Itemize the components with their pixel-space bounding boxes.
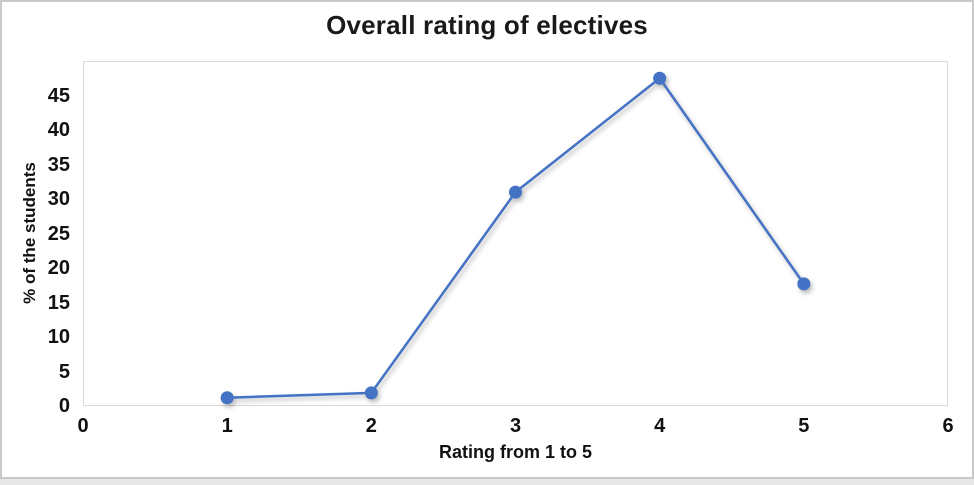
data-point	[653, 71, 667, 85]
series-line	[227, 77, 805, 399]
y-tick-label: 35	[47, 153, 70, 176]
x-tick-label: 0	[77, 415, 89, 437]
x-tick-label: 6	[942, 415, 954, 437]
x-tick-label: 1	[221, 415, 233, 437]
plot-area	[83, 61, 948, 406]
page-background-strip	[0, 479, 974, 485]
y-tick-label: 5	[58, 360, 70, 383]
y-axis-title: % of the students	[20, 162, 39, 304]
y-tick-label: 45	[47, 84, 70, 107]
y-tick-label: 0	[58, 395, 70, 417]
chart-title: Overall rating of electives	[326, 10, 648, 40]
y-tick-label: 30	[47, 188, 70, 210]
data-point	[797, 277, 811, 291]
y-tick-label: 10	[47, 326, 70, 348]
y-tick-label: 15	[47, 291, 70, 314]
y-tick-label: 20	[47, 257, 70, 279]
data-point	[364, 386, 378, 400]
x-tick-label: 4	[654, 415, 666, 437]
x-axis-title: Rating from 1 to 5	[438, 442, 592, 462]
data-point	[509, 185, 522, 199]
data-point	[220, 391, 234, 405]
data-series	[220, 71, 811, 405]
y-tick-label: 25	[47, 222, 70, 245]
y-tick-label: 40	[47, 119, 70, 141]
x-tick-label: 2	[365, 415, 377, 437]
x-tick-label: 3	[509, 415, 522, 437]
x-tick-label: 5	[798, 415, 810, 437]
